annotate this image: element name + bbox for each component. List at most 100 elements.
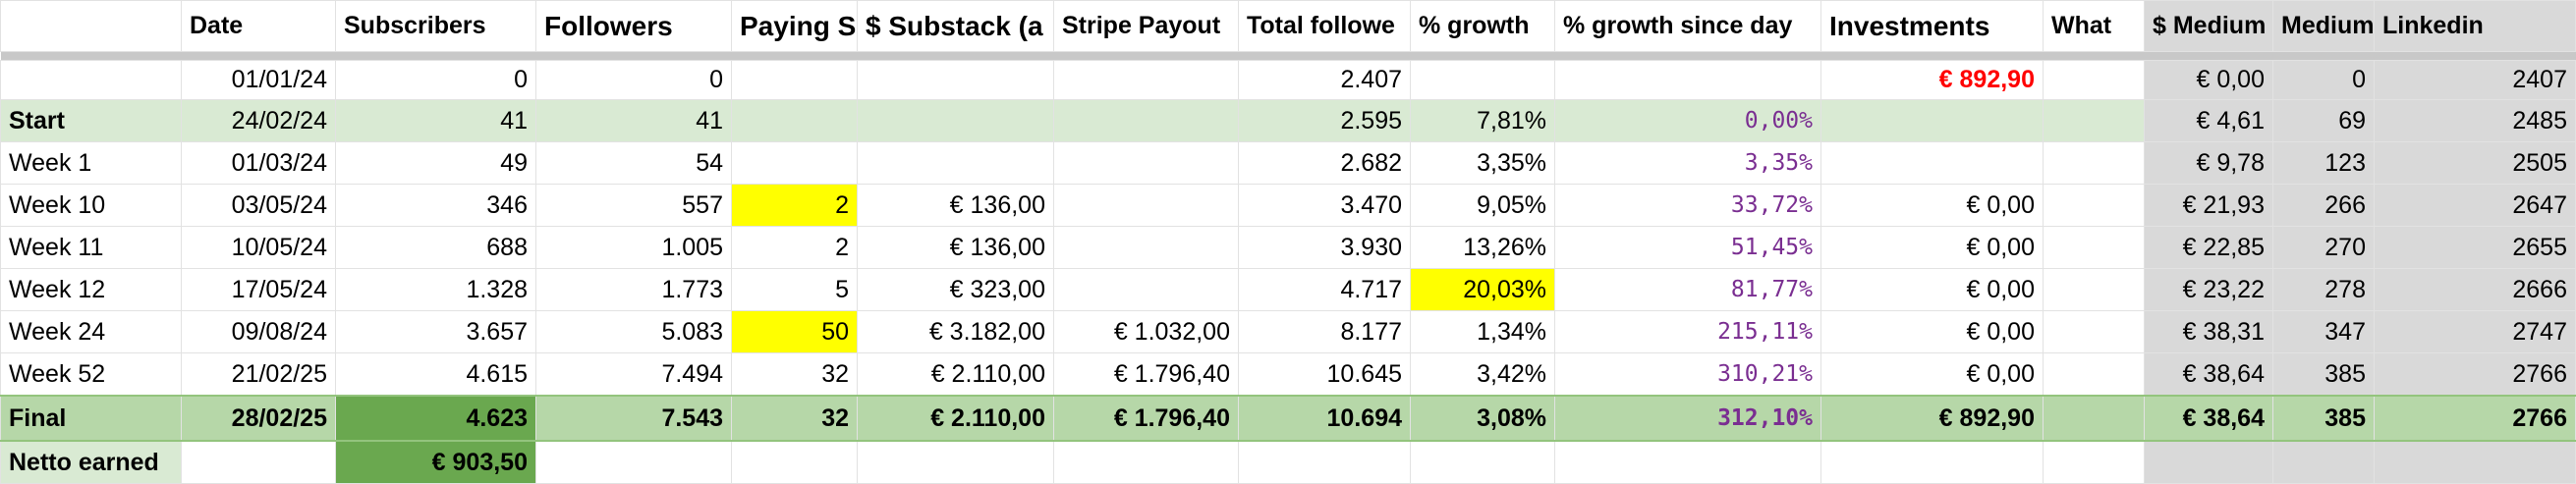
cell-substack[interactable] [857, 141, 1054, 185]
cell-stripe[interactable] [1053, 268, 1239, 311]
cell-growth[interactable]: 7,81% [1410, 99, 1555, 142]
cell-label[interactable]: Week 11 [0, 226, 182, 269]
cell-date[interactable]: 03/05/24 [181, 184, 336, 227]
cell-linkedin[interactable]: 2747 [2374, 310, 2576, 353]
cell-growth[interactable] [1410, 440, 1555, 484]
cell-medium-usd[interactable]: € 38,31 [2144, 310, 2273, 353]
cell-total[interactable] [1238, 440, 1411, 484]
cell-label[interactable]: Week 24 [0, 310, 182, 353]
cell-growth-since[interactable]: 215,11% [1554, 310, 1821, 353]
cell-label[interactable]: Week 52 [0, 352, 182, 397]
cell-linkedin[interactable]: 2666 [2374, 268, 2576, 311]
cell-medium-usd[interactable]: € 21,93 [2144, 184, 2273, 227]
cell-subscribers[interactable]: 0 [335, 60, 536, 100]
cell-subscribers[interactable]: 4.623 [335, 395, 536, 442]
cell-what[interactable] [2043, 141, 2145, 185]
cell-growth[interactable]: 3,08% [1410, 395, 1555, 442]
cell-medium-usd[interactable]: € 22,85 [2144, 226, 2273, 269]
cell-investments[interactable]: € 0,00 [1820, 352, 2044, 397]
cell-stripe[interactable]: € 1.032,00 [1053, 310, 1239, 353]
cell-paying[interactable]: 32 [731, 395, 858, 442]
cell-growth[interactable]: 1,34% [1410, 310, 1555, 353]
cell-growth-since[interactable]: 0,00% [1554, 99, 1821, 142]
cell-date[interactable]: 21/02/25 [181, 352, 336, 397]
cell-date[interactable]: 17/05/24 [181, 268, 336, 311]
cell-linkedin[interactable]: 2766 [2374, 395, 2576, 442]
cell-medium-usd[interactable]: € 9,78 [2144, 141, 2273, 185]
cell-paying[interactable]: 32 [731, 352, 858, 397]
cell-growth-since[interactable] [1554, 440, 1821, 484]
cell-growth[interactable]: 20,03% [1410, 268, 1555, 311]
cell-substack[interactable] [857, 99, 1054, 142]
column-header[interactable] [0, 0, 182, 52]
cell-what[interactable] [2043, 395, 2145, 442]
cell-paying[interactable]: 2 [731, 184, 858, 227]
cell-what[interactable] [2043, 226, 2145, 269]
cell-date[interactable]: 09/08/24 [181, 310, 336, 353]
cell-what[interactable] [2043, 184, 2145, 227]
column-header-stripe-payout[interactable]: Stripe Payout [1053, 0, 1239, 52]
column-header-growth-since-day[interactable]: % growth since day [1554, 0, 1821, 52]
cell-substack[interactable]: € 2.110,00 [857, 395, 1054, 442]
cell-linkedin[interactable]: 2766 [2374, 352, 2576, 397]
column-header-followers[interactable]: Followers [535, 0, 732, 52]
cell-growth-since[interactable]: 33,72% [1554, 184, 1821, 227]
cell-medium[interactable]: 347 [2272, 310, 2375, 353]
cell-substack[interactable]: € 2.110,00 [857, 352, 1054, 397]
cell-label[interactable] [0, 60, 182, 100]
cell-investments[interactable] [1820, 99, 2044, 142]
cell-subscribers[interactable]: 1.328 [335, 268, 536, 311]
cell-investments[interactable]: € 0,00 [1820, 226, 2044, 269]
cell-stripe[interactable] [1053, 60, 1239, 100]
cell-substack[interactable]: € 323,00 [857, 268, 1054, 311]
cell-stripe[interactable] [1053, 141, 1239, 185]
cell-investments[interactable]: € 0,00 [1820, 268, 2044, 311]
cell-label[interactable]: Start [0, 99, 182, 142]
cell-label[interactable]: Week 10 [0, 184, 182, 227]
cell-date[interactable] [181, 440, 336, 484]
cell-medium[interactable]: 385 [2272, 395, 2375, 442]
cell-medium-usd[interactable]: € 38,64 [2144, 395, 2273, 442]
cell-medium[interactable]: 266 [2272, 184, 2375, 227]
cell-date[interactable]: 24/02/24 [181, 99, 336, 142]
cell-date[interactable]: 10/05/24 [181, 226, 336, 269]
cell-total[interactable]: 2.407 [1238, 60, 1411, 100]
cell-total[interactable]: 10.694 [1238, 395, 1411, 442]
cell-medium[interactable]: 123 [2272, 141, 2375, 185]
column-header-medium[interactable]: Medium [2272, 0, 2375, 52]
cell-substack[interactable]: € 136,00 [857, 184, 1054, 227]
cell-followers[interactable]: 0 [535, 60, 732, 100]
cell-stripe[interactable] [1053, 99, 1239, 142]
cell-medium-usd[interactable]: € 38,64 [2144, 352, 2273, 397]
cell-followers[interactable]: 557 [535, 184, 732, 227]
cell-stripe[interactable] [1053, 440, 1239, 484]
cell-label[interactable]: Week 1 [0, 141, 182, 185]
cell-subscribers[interactable]: 4.615 [335, 352, 536, 397]
cell-substack[interactable]: € 136,00 [857, 226, 1054, 269]
cell-medium-usd[interactable]: € 23,22 [2144, 268, 2273, 311]
cell-growth[interactable]: 3,42% [1410, 352, 1555, 397]
column-header-investments[interactable]: Investments [1820, 0, 2044, 52]
cell-substack[interactable] [857, 60, 1054, 100]
cell-growth-since[interactable]: 51,45% [1554, 226, 1821, 269]
cell-paying[interactable] [731, 60, 858, 100]
cell-medium-usd[interactable] [2144, 440, 2273, 484]
cell-stripe[interactable]: € 1.796,40 [1053, 395, 1239, 442]
cell-growth[interactable]: 13,26% [1410, 226, 1555, 269]
cell-label[interactable]: Final [0, 395, 182, 442]
cell-investments[interactable]: € 0,00 [1820, 184, 2044, 227]
column-header-substack[interactable]: $ Substack (a [857, 0, 1054, 52]
cell-what[interactable] [2043, 99, 2145, 142]
cell-label[interactable]: Netto earned [0, 440, 182, 484]
cell-investments[interactable] [1820, 141, 2044, 185]
column-header-medium-usd[interactable]: $ Medium [2144, 0, 2273, 52]
cell-total[interactable]: 3.470 [1238, 184, 1411, 227]
cell-paying[interactable]: 2 [731, 226, 858, 269]
cell-what[interactable] [2043, 310, 2145, 353]
cell-paying[interactable] [731, 99, 858, 142]
cell-followers[interactable]: 7.494 [535, 352, 732, 397]
cell-date[interactable]: 01/03/24 [181, 141, 336, 185]
cell-what[interactable] [2043, 440, 2145, 484]
frozen-divider-bar[interactable] [0, 51, 2576, 61]
cell-label[interactable]: Week 12 [0, 268, 182, 311]
